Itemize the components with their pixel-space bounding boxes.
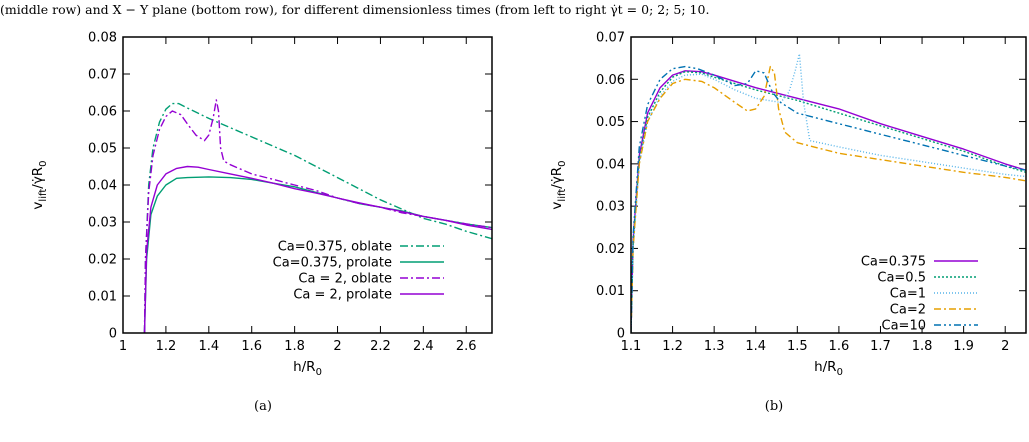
legend-label: Ca=0.5	[877, 271, 926, 286]
x-tick-label: 2.6	[456, 339, 477, 354]
x-tick-label: 2.2	[370, 339, 391, 354]
x-tick-label: 1.6	[829, 339, 850, 354]
x-tick-label: 1.6	[241, 339, 262, 354]
y-tick-label: 0.06	[88, 105, 117, 120]
x-tick-label: 1.7	[870, 339, 891, 354]
series-line	[631, 70, 1026, 333]
panel-label: (b)	[765, 399, 783, 414]
y-tick-label: 0.03	[596, 200, 625, 215]
series-group	[143, 99, 492, 333]
series-line	[631, 53, 1026, 333]
chart-panel-a: 1 1.2 1.4 1.6 1.8 2 2.2 2.4 2.6 0 0.01 0.02 0.03 0.04…	[30, 31, 493, 414]
y-tick-label: 0.07	[88, 68, 117, 83]
x-axis-label: h/R0	[814, 359, 843, 378]
x-tick-label: 1.2	[156, 339, 177, 354]
y-axis-label-main: v	[30, 202, 46, 210]
y-tick-label: 0.02	[88, 253, 117, 268]
legend-label: Ca=0.375, prolate	[273, 256, 392, 271]
y-tick-label: 0.08	[88, 31, 117, 46]
legend-label: Ca = 2, oblate	[298, 272, 392, 287]
y-axis-label: vlift/γ̇R0	[30, 160, 49, 209]
y-axis-label-sub2: 0	[38, 160, 49, 166]
y-axis-label-sub: lift	[38, 189, 49, 202]
y-tick-label: 0.01	[88, 290, 117, 305]
x-tick-label: 1.9	[953, 339, 974, 354]
y-axis-label-mid: /γ̇R	[549, 167, 565, 189]
x-tick-label: 1.8	[284, 339, 305, 354]
x-tick-label: 2.4	[413, 339, 434, 354]
chart-panel-b: 1.1 1.2 1.3 1.4 1.5 1.6 1.7 1.8 1.9 2 0 0.01 0.02 0.0…	[549, 31, 1027, 414]
y-axis-label-mid: /γ̇R	[30, 167, 46, 189]
legend-label: Ca=1	[890, 287, 926, 302]
y-tick-label: 0.05	[596, 115, 625, 130]
x-axis-label: h/R0	[293, 359, 322, 378]
y-tick-label: 0.05	[88, 142, 117, 157]
x-axis-label-sub: 0	[837, 367, 843, 378]
series-line	[631, 65, 1026, 333]
legend-label: Ca=0.375	[861, 255, 926, 270]
x-tick-label: 1.4	[745, 339, 766, 354]
y-axis-label-sub: lift	[557, 189, 568, 202]
series-line	[143, 165, 492, 333]
y-axis-label: vlift/γ̇R0	[549, 160, 568, 209]
x-tick-label: 2	[333, 339, 341, 354]
plot-frame	[122, 36, 493, 334]
x-tick-label: 1.5	[787, 339, 808, 354]
x-tick-label: 1	[119, 339, 127, 354]
y-tick-label: 0.07	[596, 31, 625, 46]
series-line	[631, 71, 1026, 333]
x-tick-label: 1.3	[704, 339, 725, 354]
plot-frame	[630, 36, 1027, 334]
y-tick-label: 0.02	[596, 242, 625, 257]
y-tick-label: 0.04	[596, 157, 625, 172]
x-tick-label: 2	[1001, 339, 1009, 354]
series-line	[631, 65, 1026, 333]
x-axis-label-main: h/R	[293, 359, 316, 375]
y-axis-label-main: v	[549, 202, 565, 210]
y-tick-label: 0.06	[596, 73, 625, 88]
legend-label: Ca=10	[882, 319, 926, 334]
x-tick-label: 1.2	[662, 339, 683, 354]
legend-label: Ca=2	[890, 303, 926, 318]
y-tick-label: 0.01	[596, 284, 625, 299]
legend-label: Ca = 2, prolate	[293, 288, 392, 303]
x-axis-label-main: h/R	[814, 359, 837, 375]
legend-label: Ca=0.375, oblate	[278, 240, 392, 255]
y-tick-label: 0	[109, 327, 117, 342]
x-tick-label: 1.4	[198, 339, 219, 354]
x-tick-label: 1.1	[621, 339, 642, 354]
y-tick-label: 0.04	[88, 179, 117, 194]
y-tick-label: 0	[617, 327, 625, 342]
series-group	[631, 53, 1026, 333]
panel-label: (a)	[254, 399, 272, 414]
x-axis-label-sub: 0	[316, 367, 322, 378]
x-tick-label: 1.8	[912, 339, 933, 354]
y-axis-label-sub2: 0	[557, 160, 568, 166]
y-tick-label: 0.03	[88, 216, 117, 231]
figure-caption: (middle row) and X − Y plane (bottom row…	[0, 2, 710, 17]
